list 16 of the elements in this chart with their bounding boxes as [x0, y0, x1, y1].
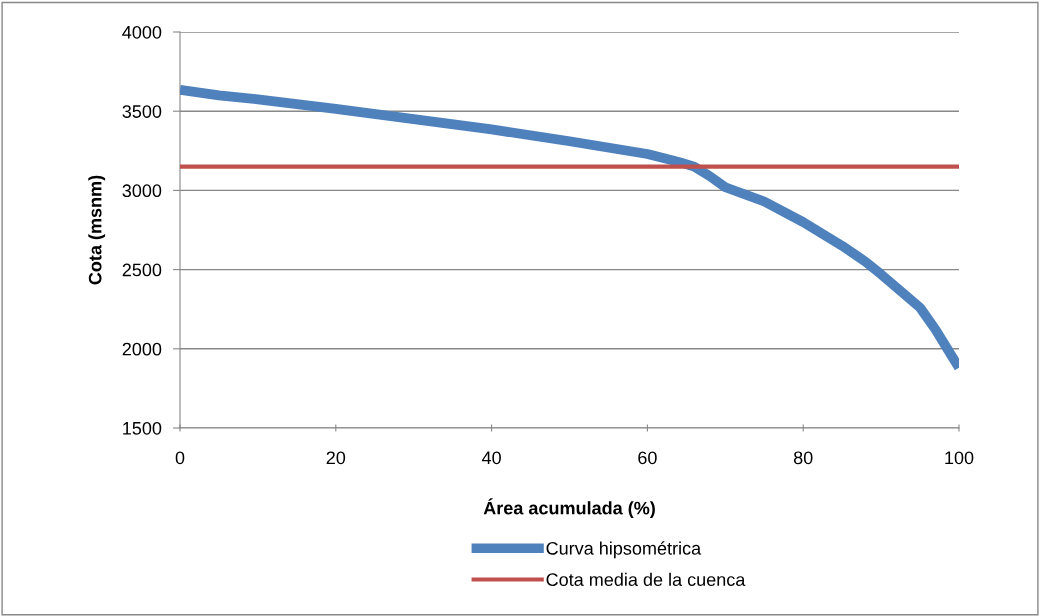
legend-label: Cota media de la cuenca [546, 572, 746, 587]
x-axis-title: Área acumulada (%) [483, 498, 655, 519]
y-tick-label: 2000 [122, 342, 162, 356]
x-tick-label: 0 [175, 451, 185, 465]
y-axis-title: Cota (msnm) [88, 175, 106, 285]
x-tick-label: 80 [793, 451, 813, 465]
y-tick-label: 1500 [123, 421, 162, 435]
y-tick-label: 3000 [122, 184, 162, 198]
x-tick-label: 100 [945, 451, 974, 465]
x-tick-label: 40 [481, 451, 501, 465]
x-tick-label: 60 [638, 451, 657, 465]
legend-label: Curva hipsométrica [546, 541, 702, 559]
y-tick-label: 4000 [122, 25, 162, 39]
y-tick-label: 2500 [122, 263, 162, 277]
y-tick-label: 3500 [122, 105, 162, 118]
x-tick-label: 20 [326, 451, 346, 465]
